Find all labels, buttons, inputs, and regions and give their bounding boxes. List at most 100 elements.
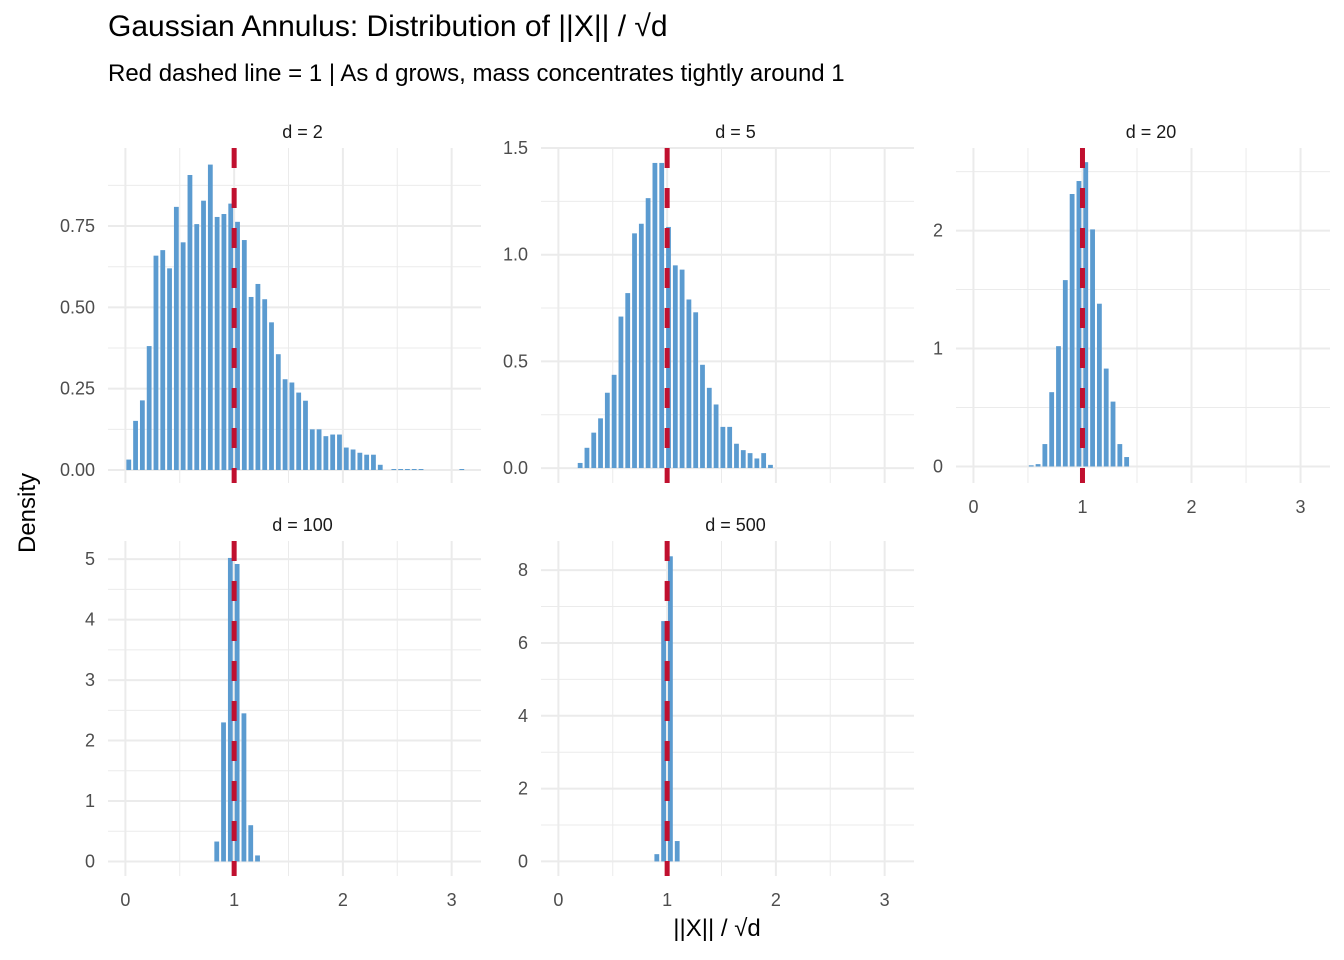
panel-1-bar [364, 454, 370, 470]
panel-2-bar [747, 453, 753, 469]
panel-1-bar [201, 200, 206, 470]
panel-4-y-tick-label: 4 [85, 610, 95, 630]
panel-1-bar [194, 224, 200, 470]
panel-2-strip-label: d = 5 [715, 122, 756, 142]
panel-3-bar [1090, 229, 1095, 467]
panel-3-x-tick-label: 3 [1296, 497, 1306, 517]
panel-4-bar [241, 713, 247, 862]
panel-4-y-tick-label: 5 [85, 549, 95, 569]
panel-2-bar [679, 269, 685, 469]
panel-2-bar [727, 426, 733, 469]
panel-3-bar [1096, 303, 1102, 467]
panel-4-y-tick-label: 0 [85, 851, 95, 871]
panel-3-bar [1056, 346, 1061, 467]
chart-title: Gaussian Annulus: Distribution of ||X|| … [108, 10, 668, 43]
panel-3-bar [1083, 162, 1089, 467]
panel-1-bar [146, 346, 152, 470]
panel-1-bar [323, 436, 329, 470]
panel-1-bar [126, 459, 132, 470]
panel-1-bar [309, 429, 315, 470]
panel-1-bar [262, 299, 268, 470]
panel-3-y-tick-label: 0 [933, 456, 943, 476]
panel-1-y-tick-label: 0.50 [60, 297, 95, 317]
panel-2-bar [686, 299, 692, 469]
panel-5-x-tick-label: 1 [662, 890, 672, 910]
panel-4-bar [248, 825, 254, 862]
panel-1-bar [275, 354, 281, 470]
panel-1-bar [173, 206, 179, 470]
panel-5-y-tick-label: 0 [518, 851, 528, 871]
panel-2-bar [700, 364, 705, 469]
panel-4-bar [214, 841, 220, 862]
panel-3-x-tick-label: 1 [1077, 497, 1087, 517]
panel-1-bar [459, 469, 465, 471]
panel-4-y-tick-label: 1 [85, 791, 95, 811]
panel-1-bar [207, 164, 213, 470]
panel-2-bar [604, 392, 610, 469]
panel-4-x-tick-label: 0 [120, 890, 130, 910]
panel-1-y-tick-label: 0.00 [60, 460, 95, 480]
panel-1-bar [214, 216, 220, 470]
panel-2-bar [625, 293, 631, 469]
panel-1-bar [418, 469, 424, 471]
panel-1-bar [235, 221, 240, 470]
panel-2-bar [645, 198, 651, 469]
panel-2-bar [577, 462, 583, 469]
panel-1-bar [316, 429, 322, 470]
panel-2-bar [632, 233, 637, 469]
panel-1-bar [228, 203, 234, 470]
panel-1-bar [330, 434, 336, 470]
panel-1-bar [282, 379, 288, 470]
panel-1-strip-label: d = 2 [282, 122, 323, 142]
panel-4-bar [255, 855, 260, 862]
panel-2-bar [659, 162, 665, 469]
panel-1-bar [153, 255, 159, 470]
panel-3-bar [1124, 457, 1130, 467]
panel-2-bar [693, 312, 699, 469]
panel-4-bar [234, 563, 240, 862]
panel-3-bar [1103, 368, 1109, 467]
panel-5-y-tick-label: 8 [518, 560, 528, 580]
panel-4-strip-label: d = 100 [272, 515, 333, 535]
panel-1-bar [180, 242, 186, 470]
panel-3-bar [1069, 194, 1075, 467]
panel-4-y-tick-label: 3 [85, 670, 95, 690]
panel-4-bar [221, 722, 226, 862]
panel-3-bar [1076, 181, 1082, 467]
panel-2-y-tick-label: 1.0 [503, 245, 528, 265]
panel-3-strip-label: d = 20 [1126, 122, 1177, 142]
panel-3-x-tick-label: 2 [1187, 497, 1197, 517]
panel-2-bar [652, 162, 658, 469]
panel-3-y-tick-label: 1 [933, 339, 943, 359]
panel-2-bar [754, 458, 760, 469]
panel-1-y-tick-label: 0.25 [60, 379, 95, 399]
panel-2-y-tick-label: 1.5 [503, 138, 528, 158]
panel-1-bar [411, 469, 417, 471]
panel-2-bar [666, 226, 671, 469]
panel-1-bar [303, 400, 308, 470]
panel-4-x-tick-label: 3 [447, 890, 457, 910]
panel-5-y-tick-label: 2 [518, 779, 528, 799]
panel-1-y-tick-label: 0.75 [60, 216, 95, 236]
panel-1-bar [377, 464, 383, 470]
panel-4-bar [227, 557, 233, 862]
panel-2-bar [761, 453, 767, 469]
panel-2-y-tick-label: 0.0 [503, 458, 528, 478]
panel-3-bar [1062, 280, 1068, 467]
panel-5-bar [668, 556, 673, 862]
panel-5-y-tick-label: 4 [518, 706, 528, 726]
panel-4-x-tick-label: 2 [338, 890, 348, 910]
x-axis-label: ||X|| / √d [673, 915, 761, 942]
panel-1-bar [187, 174, 193, 470]
panel-1-bar [296, 392, 302, 470]
panel-1-bar [391, 469, 397, 471]
panel-3-x-tick-label: 0 [968, 497, 978, 517]
panel-1-bar [269, 322, 274, 470]
panel-5-x-tick-label: 0 [553, 890, 563, 910]
panel-2-bar [638, 223, 644, 469]
panel-2-bar [584, 447, 590, 469]
panel-1-bar [241, 240, 247, 470]
panel-1-bar [371, 454, 376, 470]
panel-1-bar [405, 469, 410, 471]
panel-1-bar [255, 283, 261, 470]
